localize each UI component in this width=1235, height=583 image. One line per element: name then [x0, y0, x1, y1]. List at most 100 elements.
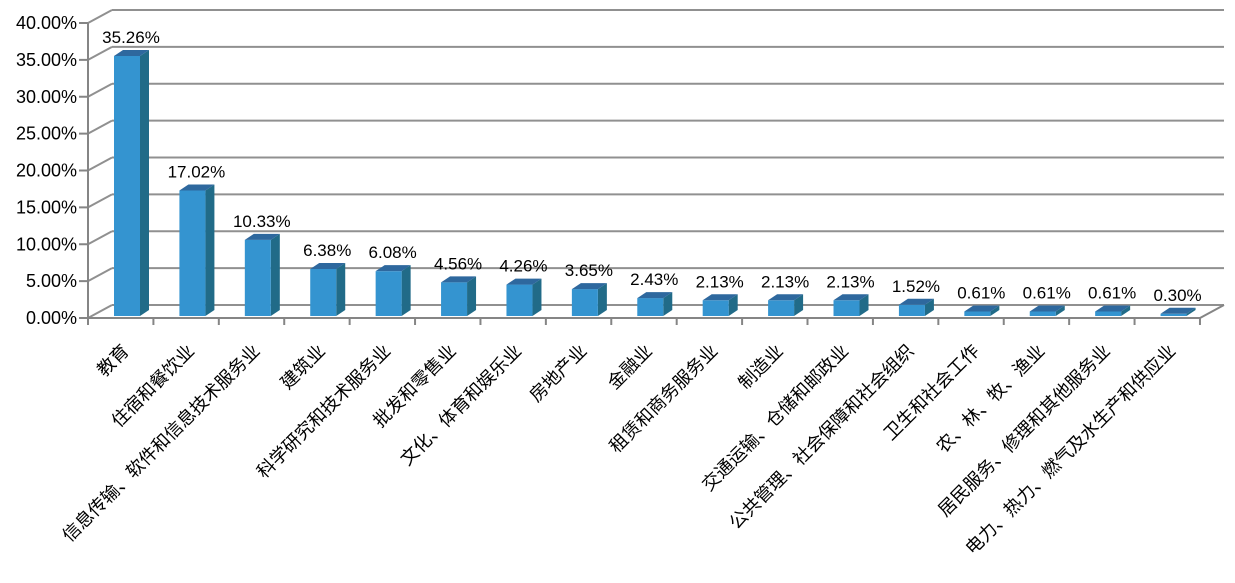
bar-top-face [179, 184, 215, 191]
category-label: 制造业 [735, 341, 787, 393]
bar-side-face [1121, 305, 1131, 316]
data-label: 17.02% [168, 162, 226, 181]
bar-top-face [637, 292, 673, 299]
y-tick-label: 10.00% [16, 234, 77, 254]
category-label: 房地产业 [526, 341, 591, 406]
bar-front-face [571, 289, 598, 316]
bar-top-face [964, 305, 1000, 312]
bar-side-face [140, 49, 149, 317]
category-label: 科学研究和技术服务业 [253, 341, 394, 482]
y-tick-label: 30.00% [16, 87, 77, 107]
side-wall-gridline [87, 45, 113, 61]
bar-side-face [597, 283, 607, 316]
bar [637, 292, 673, 316]
bar-side-face [1055, 305, 1065, 316]
bar [833, 294, 869, 316]
data-label: 2.43% [630, 270, 678, 289]
bar [179, 184, 215, 316]
bar-top-face [506, 278, 542, 285]
side-wall-gridline [87, 230, 113, 246]
bar-top-face [310, 262, 346, 269]
bar-front-face [1095, 311, 1122, 316]
bar-top-face [375, 265, 411, 272]
side-wall-gridline [87, 304, 113, 319]
bar-front-face [179, 190, 206, 316]
data-label: 4.26% [499, 257, 547, 276]
data-label: 4.56% [434, 254, 482, 273]
bar-front-face [964, 311, 991, 316]
data-label: 1.52% [892, 277, 940, 296]
bar-top-face [114, 49, 149, 56]
y-tick-label: 15.00% [16, 197, 77, 217]
bar [1095, 305, 1131, 316]
bar-front-face [768, 300, 795, 316]
bar-side-face [1186, 307, 1196, 316]
bar-front-face [114, 55, 140, 317]
bar-top-face [702, 294, 738, 301]
bar-front-face [506, 284, 533, 316]
category-label: 建筑业 [277, 341, 329, 393]
bar-side-face [663, 292, 673, 316]
bar-top-face [898, 298, 934, 305]
floor-right-edge [1199, 304, 1225, 319]
bar-front-face [244, 239, 271, 316]
bar-side-face [336, 262, 346, 316]
side-wall-gridline [87, 9, 113, 24]
bar-side-face [859, 294, 869, 316]
bar [702, 294, 738, 316]
category-label: 金融业 [604, 341, 656, 393]
bar-front-face [637, 298, 664, 316]
bar-front-face [310, 268, 337, 316]
bar-side-face [990, 305, 1000, 316]
category-label: 教育 [93, 341, 133, 381]
bar-side-face [532, 278, 542, 316]
bar-top-face [833, 294, 869, 301]
data-label: 6.08% [369, 243, 417, 262]
bar [768, 294, 804, 316]
data-label: 0.61% [957, 284, 1005, 303]
data-label: 6.38% [303, 241, 351, 260]
bar [898, 298, 934, 316]
bar [441, 276, 477, 316]
bar-side-face [205, 184, 215, 316]
side-wall-gridline [87, 193, 113, 209]
bar-front-face [898, 304, 925, 316]
bar [1160, 307, 1196, 316]
bar [375, 265, 411, 316]
bar [114, 49, 149, 317]
side-wall-gridline [87, 82, 113, 98]
bar [964, 305, 1000, 316]
y-tick-label: 25.00% [16, 124, 77, 144]
y-tick-label: 0.00% [26, 308, 77, 328]
bar-front-face [1160, 313, 1187, 316]
side-wall-gridline [87, 267, 113, 283]
data-label: 0.30% [1153, 286, 1201, 305]
y-tick-label: 5.00% [26, 271, 77, 291]
bar-side-face [728, 294, 738, 316]
y-tick-label: 20.00% [16, 161, 77, 181]
bar [506, 278, 542, 316]
bar-side-face [794, 294, 804, 316]
bar-side-face [270, 233, 280, 316]
bar-top-face [1095, 305, 1131, 312]
bar-front-face [441, 282, 468, 316]
category-label: 租赁和商务服务业 [606, 341, 722, 457]
bar-front-face [702, 300, 729, 316]
bar-top-face [244, 233, 280, 240]
bar-side-face [401, 265, 411, 316]
bar-top-face [441, 276, 477, 283]
bar-top-face [1029, 305, 1065, 312]
category-label: 农、林、牧、渔业 [933, 341, 1049, 457]
bar [1029, 305, 1065, 316]
bar-side-face [924, 298, 934, 316]
bar [571, 283, 607, 316]
bar [310, 262, 346, 316]
y-tick-label: 35.00% [16, 50, 77, 70]
data-label: 35.26% [102, 28, 160, 47]
category-label: 文化、体育和娱乐业 [397, 341, 526, 470]
bar [244, 233, 280, 316]
bar-top-face [1160, 307, 1196, 314]
bar-front-face [1029, 311, 1056, 316]
data-label: 0.61% [1088, 284, 1136, 303]
bar-front-face [375, 271, 402, 316]
